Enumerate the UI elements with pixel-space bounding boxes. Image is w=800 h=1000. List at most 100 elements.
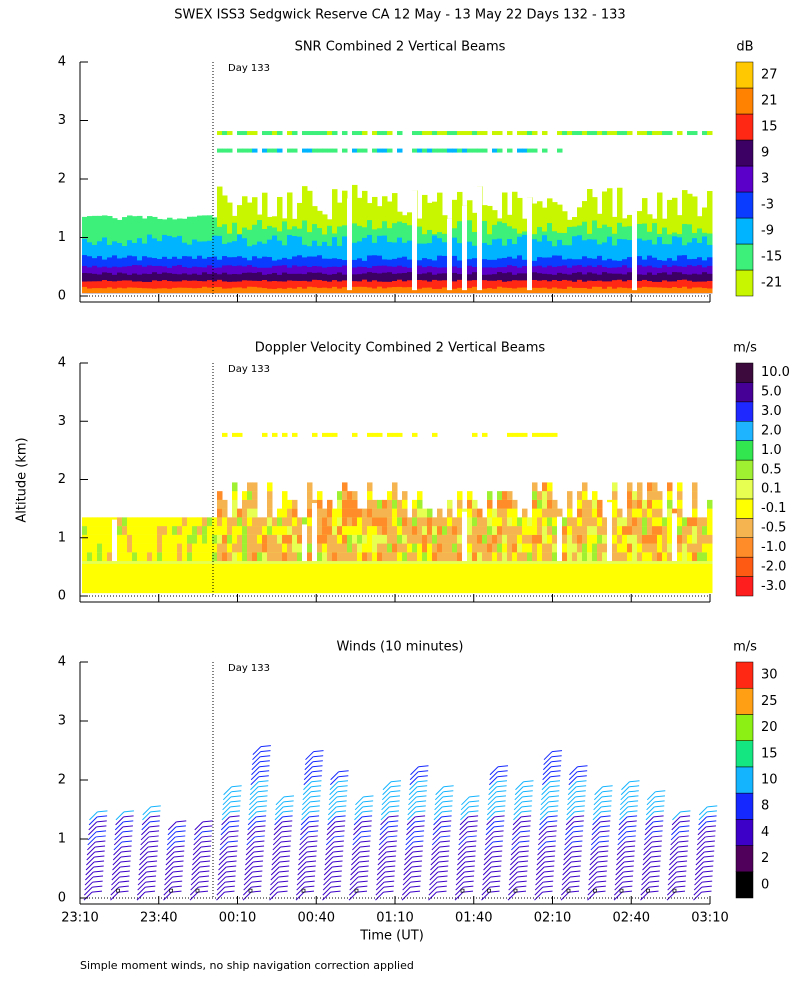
field-cell <box>322 526 328 535</box>
barb-flag <box>97 810 108 813</box>
field-strip <box>397 148 403 153</box>
field-cell <box>617 287 623 294</box>
field-strip <box>342 131 348 136</box>
barb-shaft <box>350 861 360 871</box>
field-strip <box>472 131 478 136</box>
field-cell <box>262 517 268 527</box>
barb-shaft <box>694 876 703 886</box>
field-cell <box>217 563 223 594</box>
field-cell <box>177 563 183 594</box>
field-cell <box>502 543 508 553</box>
field-cell <box>432 534 438 544</box>
barb-flag <box>228 830 239 833</box>
field-strip <box>447 131 453 136</box>
barb-flag <box>252 865 263 868</box>
barb-flag <box>549 780 561 783</box>
barb-shaft <box>137 881 147 891</box>
barb-flag <box>413 840 424 843</box>
field-cell <box>562 534 568 544</box>
barb-flag <box>650 860 661 863</box>
field-cell <box>587 563 593 594</box>
field-cell <box>612 508 618 518</box>
barb-flag <box>521 815 532 818</box>
field-cell <box>207 552 213 562</box>
field-cell <box>532 534 538 544</box>
barb-flag <box>283 805 294 808</box>
barb-flag <box>313 755 324 758</box>
barb-shaft <box>619 801 629 811</box>
barb-flag <box>333 845 344 848</box>
barb-shaft <box>669 851 679 861</box>
barb-shaft <box>379 831 388 841</box>
field-cell <box>507 526 513 535</box>
barb-flag <box>497 775 508 778</box>
field-cell <box>332 534 338 544</box>
barb-shaft <box>381 801 390 811</box>
field-cell <box>197 552 203 562</box>
barb-flag <box>337 785 348 788</box>
field-cell <box>547 508 553 518</box>
barb-flag <box>601 805 612 808</box>
barb-shaft <box>247 816 257 826</box>
field-cell <box>272 280 278 294</box>
barb-flag <box>258 785 269 788</box>
field-cell <box>682 543 688 553</box>
barb-shaft <box>141 826 150 836</box>
barb-shaft <box>535 876 544 886</box>
field-cell <box>692 563 698 594</box>
y-axis-label: Altitude (km) <box>15 437 30 522</box>
barb-flag <box>494 810 505 813</box>
field-cell <box>492 543 498 553</box>
barb-flag <box>277 890 288 893</box>
field-cell <box>402 543 408 553</box>
barb-flag <box>358 865 369 868</box>
barb-flag <box>360 845 371 848</box>
barb-calm <box>116 888 120 893</box>
barb-flag <box>330 890 341 893</box>
barb-flag <box>600 820 611 823</box>
field-cell <box>322 543 328 553</box>
field-cell <box>332 552 338 562</box>
barb-shaft <box>620 791 630 801</box>
field-cell <box>542 482 548 492</box>
field-cell <box>667 517 673 527</box>
barb-shaft <box>303 781 312 791</box>
barb-flag <box>547 815 558 818</box>
field-cell <box>622 543 628 553</box>
barb-shaft <box>192 856 201 866</box>
field-cell <box>282 563 288 594</box>
barb-flag <box>230 800 241 803</box>
field-cell <box>662 280 668 294</box>
field-cell <box>372 508 378 518</box>
barb-flag <box>624 850 635 853</box>
barb-shaft <box>646 791 656 801</box>
field-cell <box>327 281 333 294</box>
field-cell <box>252 526 258 535</box>
field-cell <box>682 279 688 294</box>
field-strip <box>222 148 228 153</box>
barb-flag <box>651 845 662 848</box>
field-cell <box>667 543 673 553</box>
field-strip <box>532 432 538 437</box>
field-cell <box>472 552 478 562</box>
field-cell <box>352 534 358 544</box>
field-cell <box>392 482 398 492</box>
field-cell <box>692 543 698 553</box>
field-cell <box>602 543 608 553</box>
field-cell <box>157 543 163 553</box>
day-label: Day 133 <box>228 63 270 74</box>
barb-shaft <box>460 801 470 811</box>
field-cell <box>147 563 153 594</box>
field-cell <box>157 281 163 294</box>
field-strip <box>247 131 253 136</box>
field-cell <box>252 552 258 562</box>
field-strip <box>392 432 398 437</box>
field-cell <box>632 534 638 544</box>
barb-flag <box>145 880 156 883</box>
field-cell <box>137 543 143 553</box>
barb-shaft <box>430 861 439 871</box>
barb-flag <box>282 815 293 818</box>
field-cell <box>207 563 213 594</box>
barb-shaft <box>218 851 228 861</box>
field-cell <box>427 563 433 594</box>
